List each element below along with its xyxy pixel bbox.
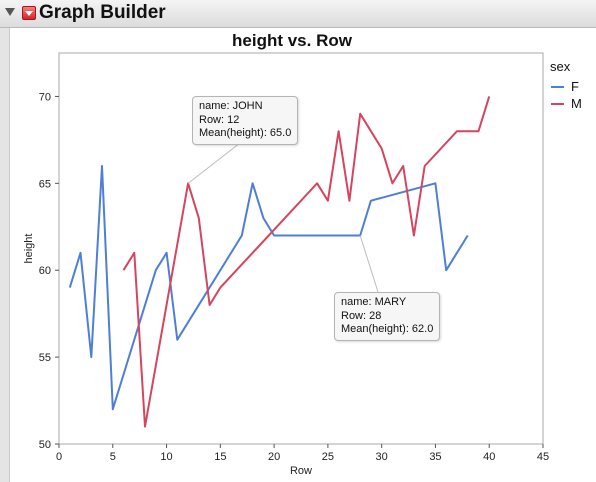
tooltip-line: Row: 12 bbox=[199, 113, 240, 126]
y-tick-label: 70 bbox=[39, 91, 51, 103]
x-tick-label: 30 bbox=[376, 451, 388, 463]
x-tick-label: 25 bbox=[322, 451, 334, 463]
x-axis-label: Row bbox=[290, 465, 312, 477]
y-tick-label: 60 bbox=[39, 265, 51, 277]
report-header: Graph Builder bbox=[0, 0, 596, 28]
report-title: Graph Builder bbox=[39, 2, 166, 23]
y-axis-label: height bbox=[23, 234, 35, 264]
tooltip-leader-line bbox=[359, 235, 379, 293]
tooltip-line: Row: 28 bbox=[341, 309, 382, 322]
red-triangle-menu-icon[interactable] bbox=[22, 6, 36, 20]
tooltip-mary: name: MARY Row: 28 Mean(height): 62.0 bbox=[334, 292, 441, 341]
series-line-m bbox=[122, 96, 491, 428]
x-tick-label: 35 bbox=[429, 451, 441, 463]
x-tick-label: 10 bbox=[160, 451, 172, 463]
x-tick-label: 40 bbox=[483, 451, 495, 463]
x-tick-label: 15 bbox=[214, 451, 226, 463]
legend-swatch-f bbox=[551, 86, 564, 88]
series-line-f bbox=[68, 165, 469, 411]
y-tick-label: 65 bbox=[39, 178, 51, 190]
chart-title: height vs. Row bbox=[232, 31, 352, 50]
y-tick-label: 55 bbox=[39, 352, 51, 364]
x-tick-label: 5 bbox=[110, 451, 116, 463]
plot-frame bbox=[58, 52, 544, 445]
legend-title: sex bbox=[550, 59, 571, 74]
legend-swatch-m bbox=[551, 103, 564, 105]
tooltip-line: name: MARY bbox=[341, 296, 407, 308]
tooltip-line: Mean(height): 65.0 bbox=[199, 127, 292, 139]
x-tick-label: 45 bbox=[537, 451, 549, 463]
x-tick-label: 0 bbox=[56, 451, 62, 463]
y-tick-label: 50 bbox=[39, 439, 51, 451]
tooltip-leader-line bbox=[187, 142, 241, 184]
tooltip-line: Mean(height): 62.0 bbox=[341, 323, 434, 335]
left-gutter bbox=[0, 28, 9, 482]
x-tick-label: 20 bbox=[268, 451, 280, 463]
tooltip-line: name: JOHN bbox=[199, 100, 263, 112]
tooltip-john: name: JOHN Row: 12 Mean(height): 65.0 bbox=[192, 96, 299, 145]
disclosure-triangle-icon[interactable] bbox=[5, 8, 15, 16]
legend-label-f: F bbox=[571, 79, 579, 94]
legend-label-m: M bbox=[571, 96, 582, 111]
